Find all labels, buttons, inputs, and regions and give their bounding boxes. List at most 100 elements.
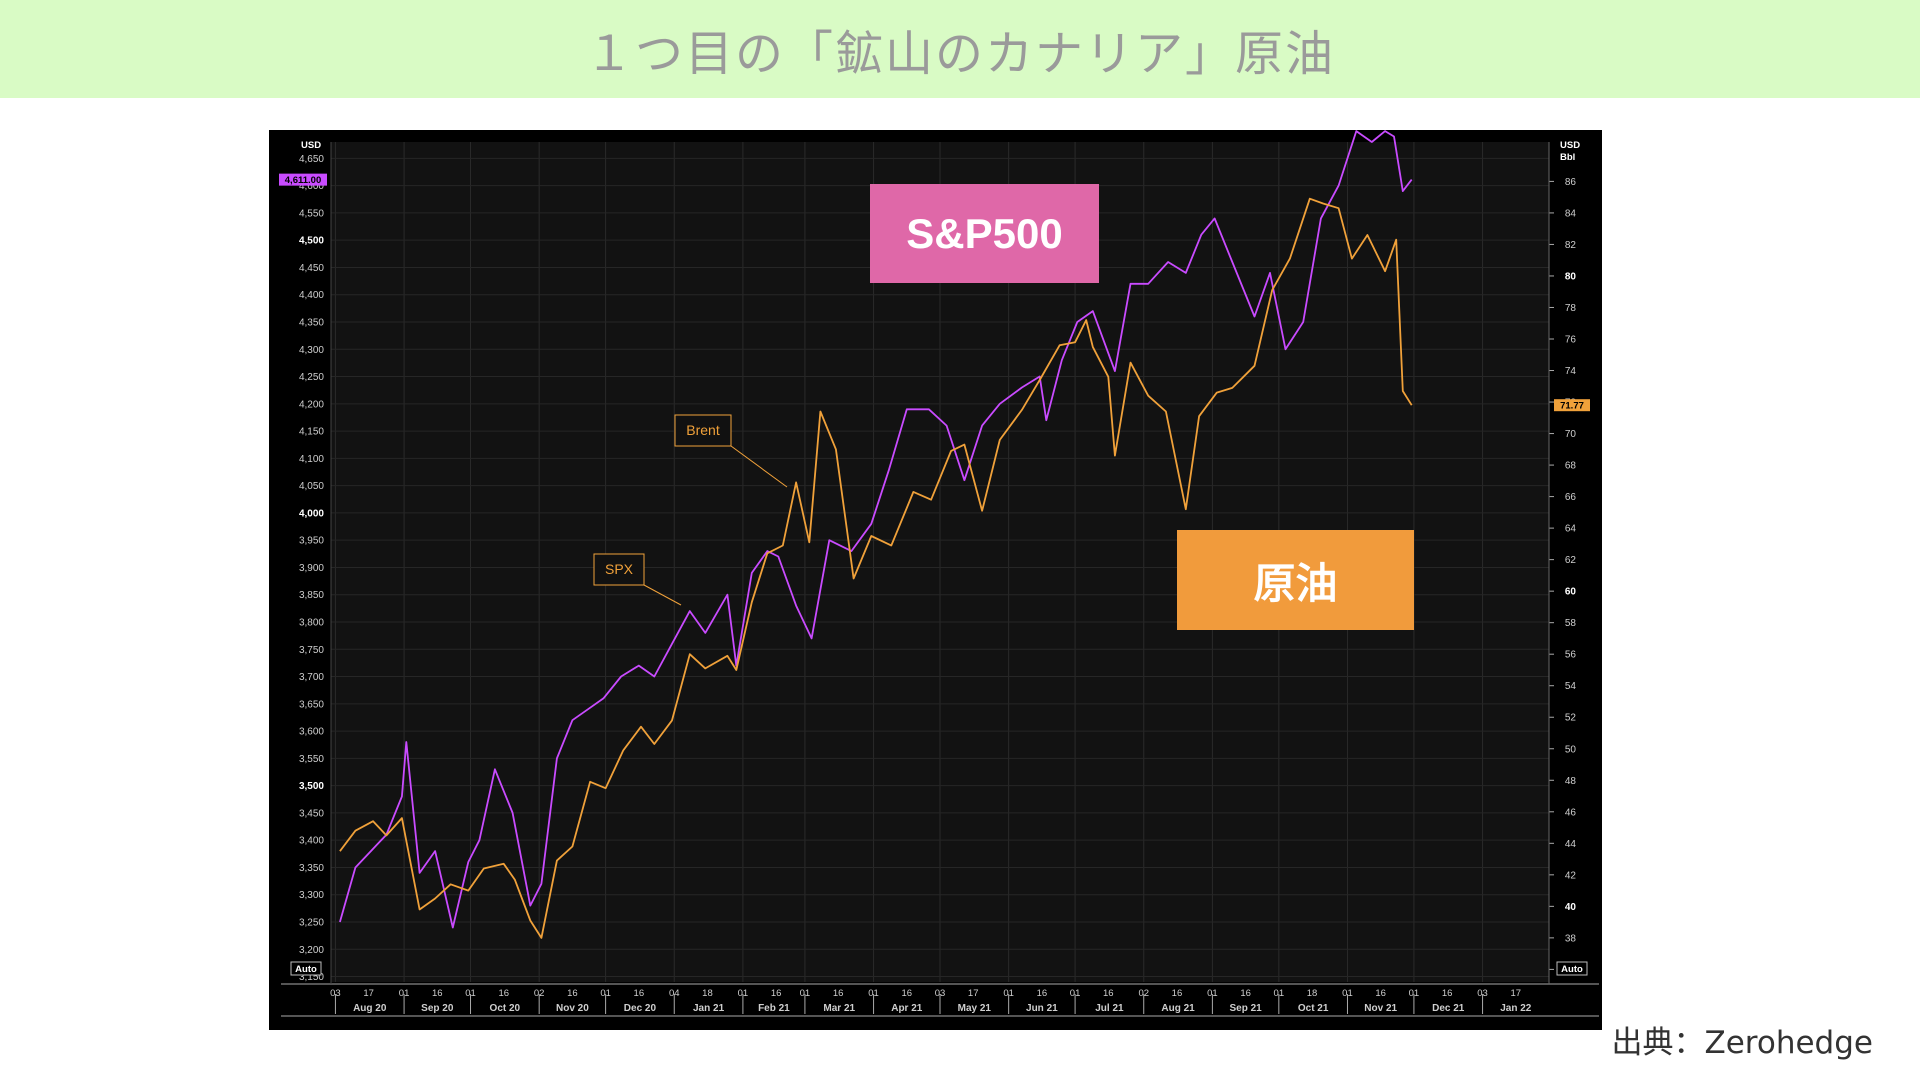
month-label: May 21 bbox=[958, 1003, 992, 1014]
left-tick-label: 4,200 bbox=[299, 399, 324, 410]
day-tick-label: 17 bbox=[968, 988, 979, 999]
month-label: Aug 21 bbox=[1161, 1003, 1195, 1014]
left-auto-box bbox=[290, 961, 322, 976]
left-tick-label: 3,700 bbox=[299, 672, 324, 683]
day-tick-label: 17 bbox=[1510, 988, 1521, 999]
left-tick-label: 3,250 bbox=[299, 918, 324, 929]
right-tick-label: 78 bbox=[1565, 303, 1577, 314]
month-label: Jan 21 bbox=[693, 1003, 725, 1014]
day-tick-label: 03 bbox=[1477, 988, 1488, 999]
brent-current-value: 71.77 bbox=[1560, 401, 1584, 412]
day-tick-label: 17 bbox=[363, 988, 374, 999]
day-tick-label: 16 bbox=[1103, 988, 1114, 999]
left-tick-label: 3,600 bbox=[299, 727, 324, 738]
day-tick-label: 16 bbox=[498, 988, 509, 999]
day-tick-label: 16 bbox=[1172, 988, 1183, 999]
left-tick-label: 4,300 bbox=[299, 345, 324, 356]
left-tick-label: 4,050 bbox=[299, 481, 324, 492]
month-label: Jan 22 bbox=[1500, 1003, 1532, 1014]
page-title: １つ目の「鉱山のカナリア」原油 bbox=[584, 26, 1335, 82]
month-label: Jun 21 bbox=[1026, 1003, 1058, 1014]
left-tick-label: 4,550 bbox=[299, 208, 324, 219]
right-tick-label: 74 bbox=[1565, 366, 1577, 377]
left-tick-label: 4,150 bbox=[299, 427, 324, 438]
right-tick-label: 56 bbox=[1565, 650, 1577, 661]
right-tick-label: 66 bbox=[1565, 492, 1577, 503]
month-label: Dec 21 bbox=[1432, 1003, 1465, 1014]
right-tick-label: 46 bbox=[1565, 807, 1577, 818]
left-tick-label: 3,650 bbox=[299, 699, 324, 710]
left-auto-label: Auto bbox=[295, 964, 317, 975]
left-tick-label: 4,450 bbox=[299, 263, 324, 274]
spx-current-value: 4,611.00 bbox=[285, 175, 321, 186]
left-tick-label: 3,850 bbox=[299, 590, 324, 601]
right-tick-label: 86 bbox=[1565, 177, 1577, 188]
day-tick-label: 16 bbox=[1442, 988, 1453, 999]
source-note: 出典：Zerohedge bbox=[1611, 1025, 1874, 1061]
spx-annotation-label: SPX bbox=[605, 561, 634, 577]
right-axis-unit: Bbl bbox=[1560, 152, 1575, 163]
day-tick-label: 16 bbox=[1375, 988, 1386, 999]
left-tick-label: 4,500 bbox=[299, 236, 324, 247]
month-label: Aug 20 bbox=[353, 1003, 387, 1014]
day-tick-label: 01 bbox=[738, 988, 749, 999]
right-tick-label: 68 bbox=[1565, 461, 1577, 472]
left-tick-label: 4,100 bbox=[299, 454, 324, 465]
day-tick-label: 18 bbox=[702, 988, 713, 999]
day-tick-label: 01 bbox=[1409, 988, 1420, 999]
right-tick-label: 60 bbox=[1565, 587, 1577, 598]
brent-annotation-label: Brent bbox=[686, 422, 720, 438]
month-label: Nov 21 bbox=[1364, 1003, 1397, 1014]
left-tick-label: 3,350 bbox=[299, 863, 324, 874]
left-tick-label: 3,200 bbox=[299, 945, 324, 956]
day-tick-label: 03 bbox=[330, 988, 341, 999]
left-tick-label: 3,400 bbox=[299, 836, 324, 847]
left-tick-label: 3,750 bbox=[299, 645, 324, 656]
left-tick-label: 3,900 bbox=[299, 563, 324, 574]
day-tick-label: 16 bbox=[901, 988, 912, 999]
month-label: Sep 20 bbox=[421, 1003, 454, 1014]
right-axis-unit: USD bbox=[1560, 140, 1580, 151]
day-tick-label: 04 bbox=[669, 988, 680, 999]
spx-annotation-leader bbox=[643, 584, 682, 606]
day-tick-label: 16 bbox=[634, 988, 645, 999]
right-tick-label: 50 bbox=[1565, 744, 1577, 755]
day-tick-label: 01 bbox=[600, 988, 611, 999]
right-tick-label: 70 bbox=[1565, 429, 1577, 440]
oil-tag: 原油 bbox=[1177, 530, 1414, 630]
right-tick-label: 64 bbox=[1565, 524, 1577, 535]
day-tick-label: 01 bbox=[1342, 988, 1353, 999]
right-auto-label: Auto bbox=[1561, 964, 1583, 975]
right-tick-label: 44 bbox=[1565, 839, 1577, 850]
day-tick-label: 01 bbox=[1274, 988, 1285, 999]
right-tick-label: 82 bbox=[1565, 240, 1577, 251]
day-tick-label: 01 bbox=[868, 988, 879, 999]
month-label: Mar 21 bbox=[823, 1003, 855, 1014]
left-tick-label: 3,950 bbox=[299, 536, 324, 547]
day-tick-label: 18 bbox=[1307, 988, 1318, 999]
left-tick-label: 4,650 bbox=[299, 154, 324, 165]
month-label: Dec 20 bbox=[624, 1003, 657, 1014]
left-axis-unit: USD bbox=[301, 140, 321, 151]
left-tick-label: 4,350 bbox=[299, 318, 324, 329]
day-tick-label: 01 bbox=[399, 988, 410, 999]
right-tick-label: 38 bbox=[1565, 933, 1577, 944]
right-tick-label: 80 bbox=[1565, 271, 1577, 282]
day-tick-label: 01 bbox=[465, 988, 476, 999]
day-tick-label: 16 bbox=[1240, 988, 1251, 999]
day-tick-label: 16 bbox=[1037, 988, 1048, 999]
spx-line bbox=[339, 130, 1413, 929]
left-tick-label: 3,300 bbox=[299, 890, 324, 901]
day-tick-label: 03 bbox=[935, 988, 946, 999]
left-tick-label: 4,600 bbox=[299, 181, 324, 192]
day-tick-label: 16 bbox=[567, 988, 578, 999]
right-tick-label: 42 bbox=[1565, 870, 1577, 881]
sp500-tag: S&P500 bbox=[870, 184, 1099, 283]
left-tick-label: 4,400 bbox=[299, 290, 324, 301]
left-tick-label: 4,250 bbox=[299, 372, 324, 383]
month-label: Nov 20 bbox=[556, 1003, 589, 1014]
month-label: Jul 21 bbox=[1095, 1003, 1124, 1014]
right-tick-label: 48 bbox=[1565, 776, 1577, 787]
day-tick-label: 01 bbox=[1003, 988, 1014, 999]
month-label: Oct 20 bbox=[490, 1003, 521, 1014]
